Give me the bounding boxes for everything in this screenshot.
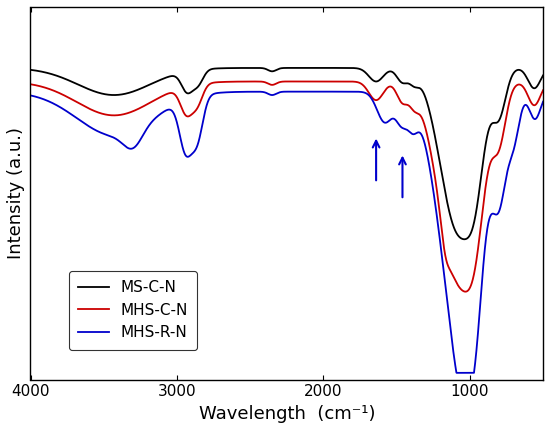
MHS-R-N bbox=[540, 99, 546, 104]
MHS-C-N bbox=[400, 101, 406, 107]
MHS-R-N bbox=[333, 89, 339, 94]
MHS-C-N bbox=[540, 88, 546, 93]
MHS-R-N bbox=[453, 370, 460, 375]
MHS-R-N bbox=[271, 92, 277, 97]
MHS-C-N bbox=[271, 82, 277, 87]
MHS-C-N bbox=[243, 79, 249, 84]
Line: MHS-C-N: MHS-C-N bbox=[30, 81, 543, 292]
MHS-R-N bbox=[499, 197, 505, 203]
MHS-C-N bbox=[524, 92, 531, 98]
MHS-C-N bbox=[462, 289, 469, 294]
MS-C-N bbox=[524, 77, 531, 82]
X-axis label: Wavelength  (cm⁻¹): Wavelength (cm⁻¹) bbox=[199, 405, 375, 423]
MHS-R-N bbox=[524, 104, 531, 109]
MS-C-N bbox=[499, 110, 505, 115]
MHS-C-N bbox=[499, 137, 505, 142]
MHS-C-N bbox=[27, 82, 34, 87]
Legend: MS-C-N, MHS-C-N, MHS-R-N: MS-C-N, MHS-C-N, MHS-R-N bbox=[69, 271, 197, 350]
MS-C-N bbox=[400, 81, 406, 86]
MS-C-N bbox=[243, 65, 249, 71]
MS-C-N bbox=[27, 67, 34, 72]
MS-C-N bbox=[328, 65, 335, 71]
MHS-R-N bbox=[400, 126, 406, 131]
Line: MS-C-N: MS-C-N bbox=[30, 68, 543, 239]
MS-C-N bbox=[461, 237, 468, 242]
MS-C-N bbox=[246, 65, 253, 71]
Line: MHS-R-N: MHS-R-N bbox=[30, 92, 543, 373]
MHS-R-N bbox=[27, 93, 34, 98]
MHS-R-N bbox=[243, 89, 249, 94]
MHS-C-N bbox=[329, 79, 336, 84]
MS-C-N bbox=[271, 68, 277, 74]
MHS-C-N bbox=[246, 79, 253, 84]
MHS-R-N bbox=[246, 89, 253, 94]
MS-C-N bbox=[540, 73, 546, 78]
Y-axis label: Intensity (a.u.): Intensity (a.u.) bbox=[7, 127, 25, 259]
